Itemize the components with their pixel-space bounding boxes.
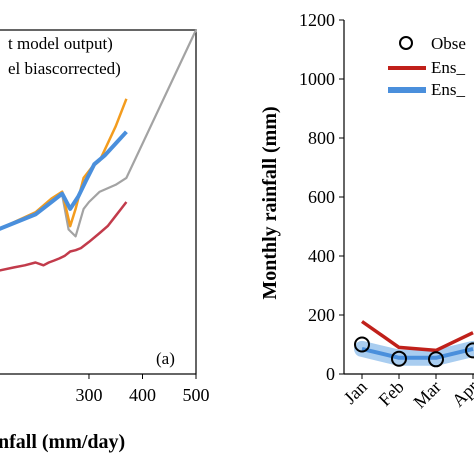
observed-point bbox=[465, 342, 474, 359]
panel-b-x-tick-label: Mar bbox=[409, 377, 444, 412]
panel-b-y-tick-label: 1200 bbox=[299, 10, 335, 30]
observed-point bbox=[428, 351, 444, 368]
panel-a-x-tick-label: 400 bbox=[129, 385, 156, 405]
panel-a-label: (a) bbox=[156, 349, 175, 368]
ens-1-series-line bbox=[360, 320, 474, 353]
panel-b-y-tick-label: 800 bbox=[308, 128, 335, 148]
legend-ens-1-label: Ens_ bbox=[431, 58, 466, 77]
panel-b-x-ticks: Jan Feb Mar Apr bbox=[340, 374, 474, 412]
panel-b-y-tick-label: 1000 bbox=[299, 69, 335, 89]
panel-a-x-tick-label: 300 bbox=[75, 385, 102, 405]
legend-ens-2-label: Ens_ bbox=[431, 80, 466, 99]
panel-b-y-tick-label: 600 bbox=[308, 187, 335, 207]
panel-a-x-tick-label: 500 bbox=[183, 385, 210, 405]
legend-observed-label: Obse bbox=[431, 34, 466, 53]
panel-b-x-tick-label: Apr bbox=[448, 377, 474, 411]
panel-b-y-tick-label: 400 bbox=[308, 246, 335, 266]
panel-a: 300 400 500 t model output) el biascorrect… bbox=[0, 29, 210, 453]
panel-b-legend: Obse Ens_ Ens_ bbox=[388, 34, 466, 99]
panel-b-series bbox=[354, 320, 474, 368]
panel-b-y-axis-title: Monthly rainfall (mm) bbox=[259, 106, 281, 299]
panel-b: 0 200 400 600 800 1000 1200 Jan Feb Mar Apr Obse … bbox=[259, 10, 474, 412]
panel-a-frame bbox=[0, 29, 197, 375]
panel-a-series-line-3 bbox=[0, 130, 128, 231]
panel-b-y-tick-label: 200 bbox=[308, 305, 335, 325]
panel-a-series bbox=[0, 29, 197, 272]
panel-a-x-axis-title: nfall (mm/day) bbox=[0, 431, 125, 453]
panel-a-x-ticks: 300 400 500 bbox=[75, 374, 210, 405]
panel-b-x-tick-label: Feb bbox=[375, 377, 408, 410]
observed-point bbox=[391, 350, 407, 367]
panel-b-y-ticks: 0 200 400 600 800 1000 1200 bbox=[299, 10, 344, 384]
ens-2-series-line bbox=[361, 346, 474, 360]
panel-a-series-line-4 bbox=[0, 201, 128, 272]
panel-a-legend-1: t model output) bbox=[8, 34, 113, 53]
legend-observed-marker bbox=[399, 36, 413, 50]
panel-b-y-tick-label: 0 bbox=[326, 364, 335, 384]
observed-point bbox=[354, 336, 370, 353]
panel-a-series-line-2 bbox=[0, 98, 128, 230]
panel-b-x-tick-label: Jan bbox=[340, 377, 371, 408]
panel-a-legend-2: el biascorrected) bbox=[8, 59, 121, 78]
